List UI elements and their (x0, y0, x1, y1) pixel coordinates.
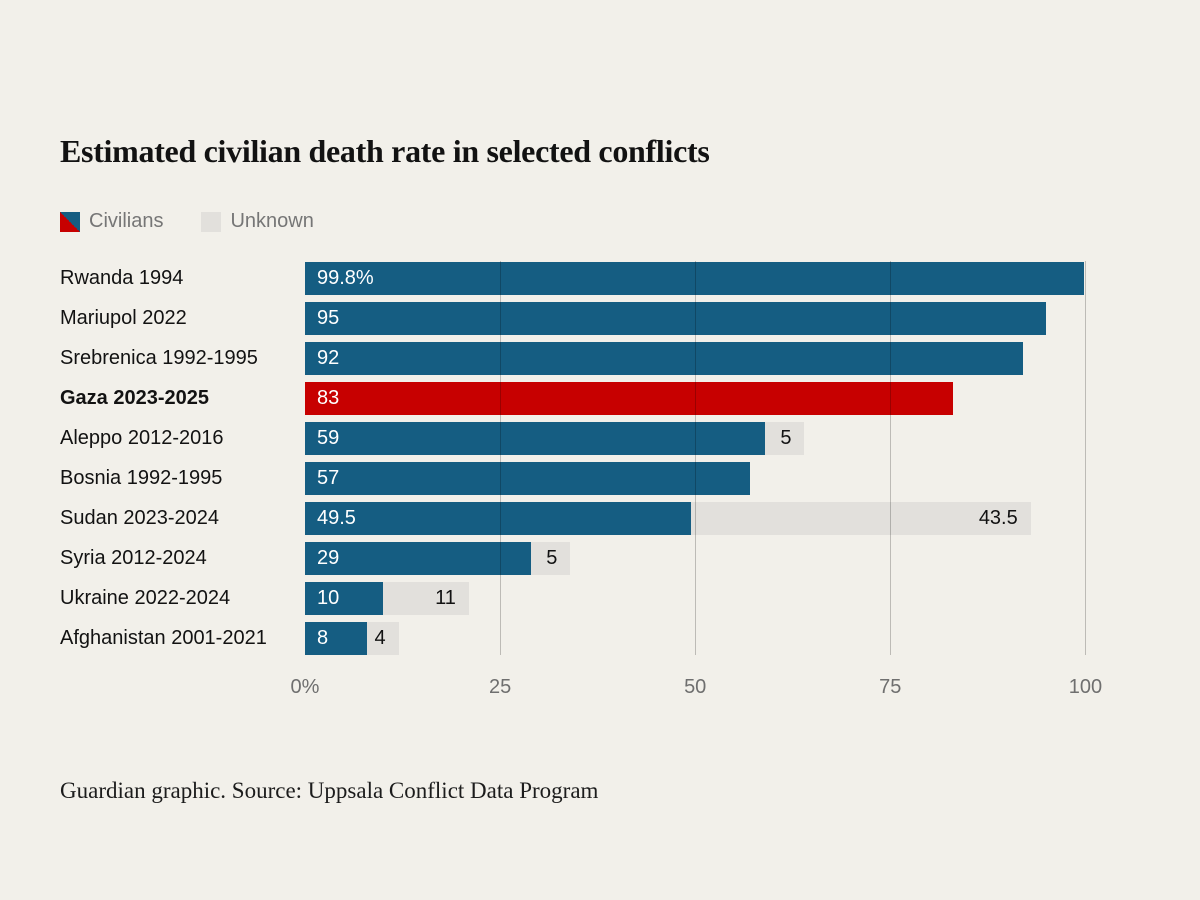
civilians-bar: 59 (305, 421, 766, 455)
bar-track: 95 (305, 301, 1101, 335)
civilians-bar: 92 (305, 341, 1023, 375)
bar-track: 59 5 (305, 421, 1101, 455)
chart-body: Rwanda 1994 99.8% Mariupol 2022 95 Srebrenic… (60, 258, 1101, 658)
legend-civilians-label: Civilians (89, 210, 164, 232)
unknown-bar: 43.5 (691, 501, 1031, 535)
row-label: Ukraine 2022-2024 (60, 586, 231, 609)
chart-row: Srebrenica 1992-1995 92 (60, 338, 1101, 378)
chart-row: Syria 2012-2024 29 5 (60, 538, 1101, 578)
civilians-value-label: 49.5 (317, 506, 356, 529)
legend-unknown-label: Unknown (230, 210, 314, 232)
civilians-value-label: 8 (317, 626, 329, 649)
civilians-bar: 57 (305, 461, 750, 495)
chart-rows: Rwanda 1994 99.8% Mariupol 2022 95 Srebrenic… (60, 258, 1101, 658)
chart-row: Sudan 2023-2024 49.5 43.5 (60, 498, 1101, 538)
civilians-bar: 29 (305, 541, 532, 575)
row-label: Aleppo 2012-2016 (60, 426, 224, 449)
unknown-value-label: 5 (546, 546, 558, 569)
unknown-value-label: 5 (780, 426, 792, 449)
bar-track: 83 (305, 381, 1101, 415)
legend-item-civilians: Civilians (60, 210, 163, 233)
chart-row: Ukraine 2022-2024 10 11 (60, 578, 1101, 618)
x-axis: 0% 25 50 75 100 (291, 666, 1103, 706)
civilians-bar: 99.8% (305, 261, 1084, 295)
row-label: Sudan 2023-2024 (60, 506, 220, 529)
civilians-bar: 10 (305, 581, 384, 615)
unknown-bar: 11 (383, 581, 469, 615)
civilians-value-label: 29 (317, 546, 340, 569)
bar-chart: Rwanda 1994 99.8% Mariupol 2022 95 Srebrenic… (60, 258, 1103, 706)
chart-row: Bosnia 1992-1995 57 (60, 458, 1101, 498)
bar-track: 10 11 (305, 581, 1101, 615)
row-label: Gaza 2023-2025 (60, 386, 210, 409)
civilians-bar: 49.5 (305, 501, 692, 535)
x-axis-tick-label: 100 (1068, 676, 1103, 698)
row-label: Srebrenica 1992-1995 (60, 346, 258, 369)
civilians-bar: 83 (305, 381, 953, 415)
chart-row: Aleppo 2012-2016 59 5 (60, 418, 1101, 458)
unknown-bar: 5 (531, 541, 571, 575)
row-label: Rwanda 1994 (60, 266, 184, 289)
row-label: Syria 2012-2024 (60, 546, 207, 569)
civilians-swatch-icon (60, 211, 80, 232)
bar-track: 99.8% (305, 261, 1101, 295)
civilians-value-label: 59 (317, 426, 340, 449)
x-axis-tick-label: 0% (290, 676, 320, 698)
legend-item-unknown: Unknown (201, 210, 314, 233)
civilians-value-label: 95 (317, 306, 340, 329)
civilians-bar: 8 (305, 621, 368, 655)
civilians-value-label: 92 (317, 346, 340, 369)
x-axis-tick-label: 50 (684, 676, 707, 698)
bar-track: 57 (305, 461, 1101, 495)
bar-track: 29 5 (305, 541, 1101, 575)
x-axis-tick-label: 75 (879, 676, 902, 698)
civilians-value-label: 99.8% (317, 266, 374, 289)
chart-row: Rwanda 1994 99.8% (60, 258, 1101, 298)
civilians-value-label: 10 (317, 586, 340, 609)
civilians-value-label: 83 (317, 386, 340, 409)
unknown-value-label: 11 (435, 586, 456, 609)
chart-row: Afghanistan 2001-2021 8 4 (60, 618, 1101, 658)
chart-legend: Civilians Unknown (60, 210, 314, 233)
row-label: Afghanistan 2001-2021 (60, 626, 267, 649)
unknown-value-label: 43.5 (978, 506, 1018, 529)
chart-row: Gaza 2023-2025 83 (60, 378, 1101, 418)
unknown-bar: 5 (765, 421, 805, 455)
unknown-swatch-icon (201, 211, 222, 232)
x-axis-tick-label: 25 (488, 676, 512, 698)
bar-track: 49.5 43.5 (305, 501, 1101, 535)
source-credit: Guardian graphic. Source: Uppsala Confli… (60, 778, 599, 803)
civilians-value-label: 57 (317, 466, 340, 489)
bar-track: 92 (305, 341, 1101, 375)
chart-row: Mariupol 2022 95 (60, 298, 1101, 338)
civilians-bar: 95 (305, 301, 1047, 335)
unknown-bar: 4 (367, 621, 399, 655)
row-label: Mariupol 2022 (60, 306, 187, 329)
page-title: Estimated civilian death rate in selecte… (60, 133, 710, 169)
unknown-value-label: 4 (374, 626, 386, 649)
row-label: Bosnia 1992-1995 (60, 466, 223, 489)
